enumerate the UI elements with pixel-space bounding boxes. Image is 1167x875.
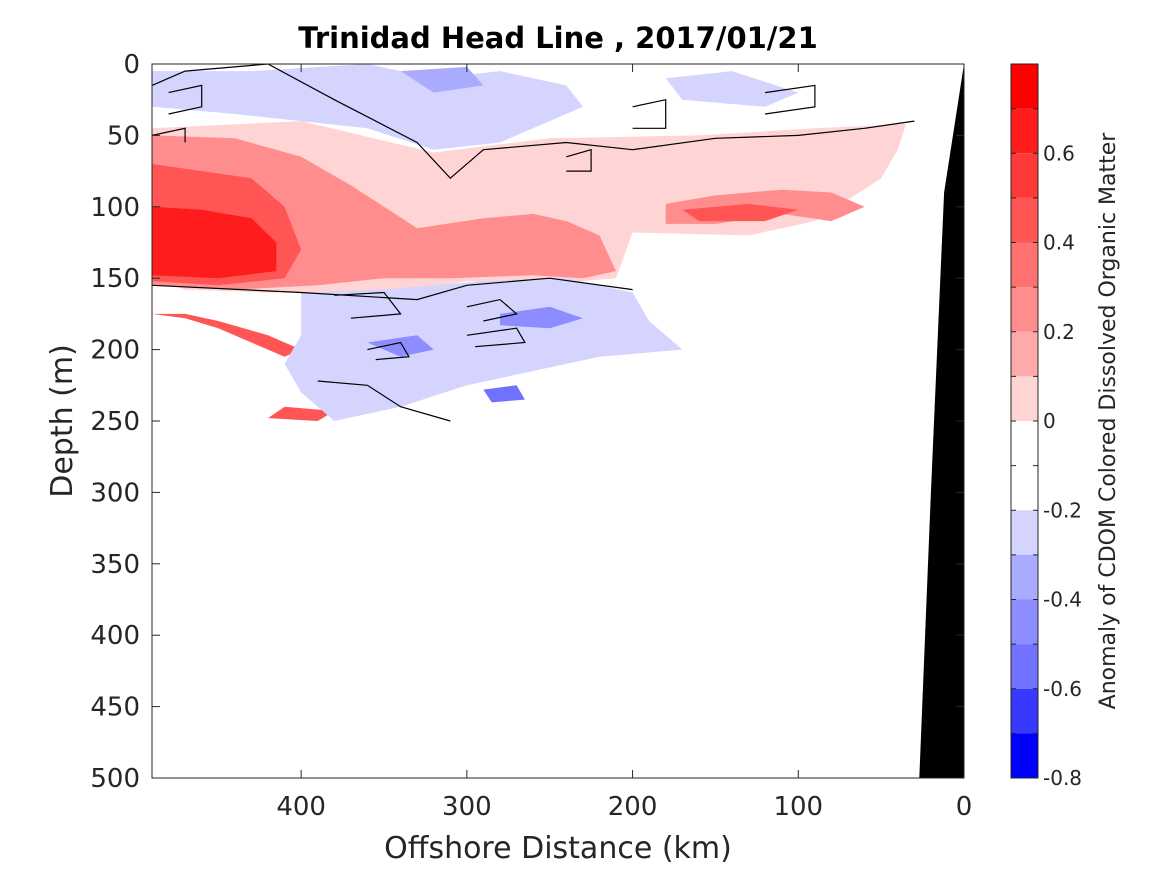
- anomaly-regions: [152, 64, 906, 421]
- colorbar-tick-label: -0.4: [1043, 588, 1082, 612]
- contour-line-6: [765, 84, 816, 115]
- colorbar-swatch-6: [1011, 287, 1038, 332]
- anomaly-region-5: [682, 203, 799, 222]
- chart-title: Trinidad Head Line , 2017/01/21: [298, 21, 818, 55]
- y-tick-label: 200: [90, 336, 140, 366]
- y-tick-label: 50: [107, 121, 140, 151]
- x-axis-label: Offshore Distance (km): [384, 831, 732, 866]
- contour-line-5: [566, 148, 592, 172]
- colorbar-swatch-14: [1011, 644, 1038, 689]
- x-tick-label: 300: [442, 792, 492, 822]
- x-tick-label: 200: [608, 792, 658, 822]
- anomaly-region-7: [152, 313, 302, 357]
- y-tick-label: 0: [123, 50, 140, 80]
- contour-line-10: [466, 327, 526, 348]
- colorbar-swatch-4: [1011, 197, 1038, 243]
- y-tick-label: 150: [90, 264, 140, 294]
- colorbar-swatch-7: [1011, 331, 1038, 377]
- anomaly-region-8: [268, 406, 335, 421]
- colorbar-swatch-11: [1011, 510, 1038, 555]
- colorbar-tick-label: 0.6: [1043, 141, 1075, 165]
- colorbar-swatch-13: [1011, 599, 1038, 645]
- colorbar: 0.6 0.4 0.2 0 -0.2 -0.4 -0.6 -0.8: [1010, 63, 1082, 790]
- colorbar-swatch-10: [1011, 465, 1038, 511]
- contour-line-2: [168, 84, 203, 115]
- anomaly-region-12: [284, 278, 683, 421]
- colorbar-swatch-9: [1011, 421, 1038, 466]
- contour-line-1: [152, 64, 915, 180]
- y-tick-label: 350: [90, 550, 140, 580]
- contour-line-3: [152, 127, 186, 143]
- colorbar-tick-label: 0.2: [1043, 320, 1075, 344]
- contour-line-4: [632, 98, 667, 129]
- anomaly-region-15: [483, 385, 525, 403]
- y-axis: 0 50 100 150 200 250 300 350 400 450 500: [90, 50, 964, 794]
- colorbar-swatch-12: [1011, 554, 1038, 600]
- colorbar-swatch-8: [1011, 376, 1038, 421]
- colorbar-swatch-1: [1011, 64, 1038, 109]
- colorbar-label: Anomaly of CDOM Colored Dissolved Organi…: [1096, 132, 1121, 710]
- x-axis: 400 300 200 100 0: [276, 64, 972, 822]
- anomaly-region-11: [400, 66, 484, 93]
- y-tick-label: 100: [90, 193, 140, 223]
- x-tick-label: 100: [773, 792, 823, 822]
- anomaly-region-13: [500, 306, 583, 329]
- colorbar-tick-label: 0.4: [1043, 231, 1075, 255]
- y-tick-label: 500: [90, 764, 140, 794]
- colorbar-swatch-3: [1011, 153, 1038, 198]
- contour-line-12: [317, 380, 451, 422]
- y-tick-label: 250: [90, 407, 140, 437]
- anomaly-region-6: [152, 206, 277, 279]
- colorbar-swatch-5: [1011, 242, 1038, 288]
- contour-line-11: [367, 341, 410, 361]
- y-tick-label: 400: [90, 621, 140, 651]
- colorbar-tick-label: -0.2: [1043, 498, 1082, 522]
- contour-line-8: [334, 291, 402, 319]
- contour-line-7: [152, 277, 633, 301]
- colorbar-tick-label: 0: [1043, 409, 1056, 433]
- contour-lines: [152, 64, 915, 422]
- colorbar-swatch-16: [1011, 733, 1038, 778]
- contour-line-9: [466, 298, 518, 322]
- colorbar-tick-label: -0.8: [1043, 766, 1082, 790]
- x-tick-label: 400: [276, 792, 326, 822]
- colorbar-tick-label: -0.6: [1043, 677, 1082, 701]
- bathymetry: [919, 64, 964, 778]
- plot-area: [152, 64, 964, 778]
- y-tick-label: 300: [90, 478, 140, 508]
- y-axis-label: Depth (m): [45, 344, 80, 498]
- anomaly-region-14: [367, 335, 434, 357]
- anomaly-region-10: [665, 71, 799, 107]
- colorbar-swatch-2: [1011, 108, 1038, 154]
- x-tick-label: 0: [956, 792, 973, 822]
- y-tick-label: 450: [90, 693, 140, 723]
- colorbar-swatch-15: [1011, 688, 1038, 734]
- bathymetry-shelf: [919, 64, 964, 778]
